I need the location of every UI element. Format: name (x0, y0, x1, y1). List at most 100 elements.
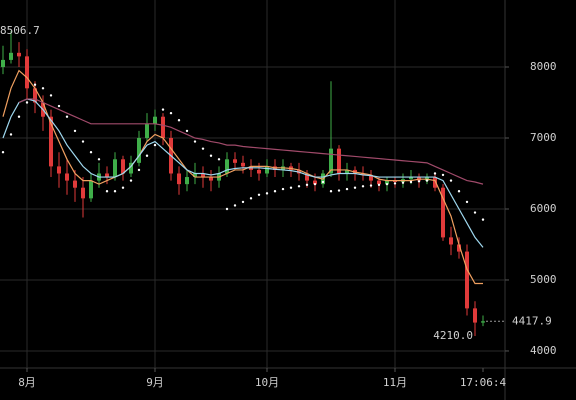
candle-body (1, 59, 5, 68)
sar-dot (273, 190, 277, 193)
sar-dot (225, 207, 229, 211)
candle-body (449, 237, 453, 245)
sar-dot (457, 190, 461, 193)
candle-body (113, 159, 117, 178)
candle-body (409, 177, 413, 180)
sar-dot (425, 179, 429, 182)
sar-dot (257, 193, 261, 196)
y-tick-label: 8000 (530, 60, 557, 73)
min-label: 4210.0 (433, 329, 473, 342)
candle-body (65, 173, 69, 181)
candle-body (473, 308, 477, 323)
sar-dot (41, 87, 45, 90)
sar-dot (113, 190, 117, 193)
candle-body (369, 174, 373, 181)
candle-body (9, 52, 13, 60)
candle-body (313, 180, 317, 185)
sar-dot (161, 108, 165, 111)
sar-dot (81, 140, 85, 143)
candle-body (233, 159, 237, 163)
candle-body (129, 162, 133, 174)
sar-dot (145, 154, 149, 157)
sar-dot (89, 150, 93, 154)
candle-body (265, 166, 269, 174)
candle-body (433, 177, 437, 188)
sar-dot (313, 182, 317, 186)
sar-dot (49, 94, 53, 97)
sar-dot (209, 154, 213, 157)
candle-body (33, 88, 37, 103)
x-tick-label: 17:06:4 (460, 376, 507, 389)
sar-dot (17, 115, 21, 118)
sar-dot (33, 83, 37, 86)
sar-dot (9, 133, 13, 136)
sar-dot (169, 111, 173, 115)
candle-body (57, 166, 61, 174)
candle-body (177, 173, 181, 185)
sar-dot (361, 185, 365, 188)
candle-body (137, 138, 141, 163)
sar-dot (129, 179, 133, 182)
sar-dot (481, 218, 485, 221)
y-tick-label: 4000 (530, 344, 557, 357)
candle-body (161, 116, 165, 138)
sar-dot (433, 172, 437, 175)
y-tick-label: 7000 (530, 131, 557, 144)
candle-body (209, 177, 213, 181)
sar-dot (177, 119, 181, 122)
sar-dot (465, 200, 469, 204)
candle-body (121, 159, 125, 174)
sar-dot (441, 173, 445, 177)
x-tick-label: 11月 (383, 376, 407, 389)
sar-dot (121, 186, 125, 189)
sar-dot (377, 183, 381, 187)
x-tick-label: 9月 (146, 376, 164, 389)
candle-body (441, 187, 445, 238)
candle-body (241, 162, 245, 167)
candle-body (185, 177, 189, 185)
sar-dot (401, 181, 405, 184)
candle-body (457, 244, 461, 252)
sar-dot (321, 180, 325, 184)
sar-dot (473, 211, 477, 214)
candle-body (193, 173, 197, 178)
candle-body (377, 180, 381, 185)
candle-body (49, 116, 53, 167)
candle-body (73, 180, 77, 188)
sar-dot (137, 168, 141, 172)
sar-dot (409, 180, 413, 184)
candle-body (145, 123, 149, 138)
max-label: 8506.7 (0, 24, 40, 37)
candle-body (481, 321, 485, 323)
candle-body (385, 180, 389, 185)
sar-dot (417, 180, 421, 183)
sar-dot (249, 197, 253, 200)
candle-body (305, 173, 309, 181)
sar-dot (193, 140, 197, 143)
candle-body (345, 169, 349, 174)
sar-dot (153, 143, 157, 147)
sar-dot (345, 187, 349, 191)
sar-dot (105, 190, 109, 193)
sar-dot (97, 158, 101, 161)
sar-dot (329, 190, 333, 193)
sar-dot (217, 158, 221, 161)
sar-dot (233, 204, 237, 207)
candle-body (329, 148, 333, 174)
candle-body (465, 251, 469, 309)
candle-body (81, 187, 85, 199)
sar-dot (369, 184, 373, 187)
sar-dot (281, 187, 285, 191)
moving-average-line (2, 69, 483, 285)
candle-body (89, 180, 93, 199)
sar-dot (1, 150, 5, 154)
y-tick-label: 5000 (530, 273, 557, 286)
sar-dot (201, 147, 205, 150)
candle-body (257, 169, 261, 174)
candle-body (337, 148, 341, 174)
sar-dot (289, 186, 293, 189)
candle-body (393, 180, 397, 183)
sar-dot (353, 186, 357, 189)
sar-dot (73, 129, 77, 133)
